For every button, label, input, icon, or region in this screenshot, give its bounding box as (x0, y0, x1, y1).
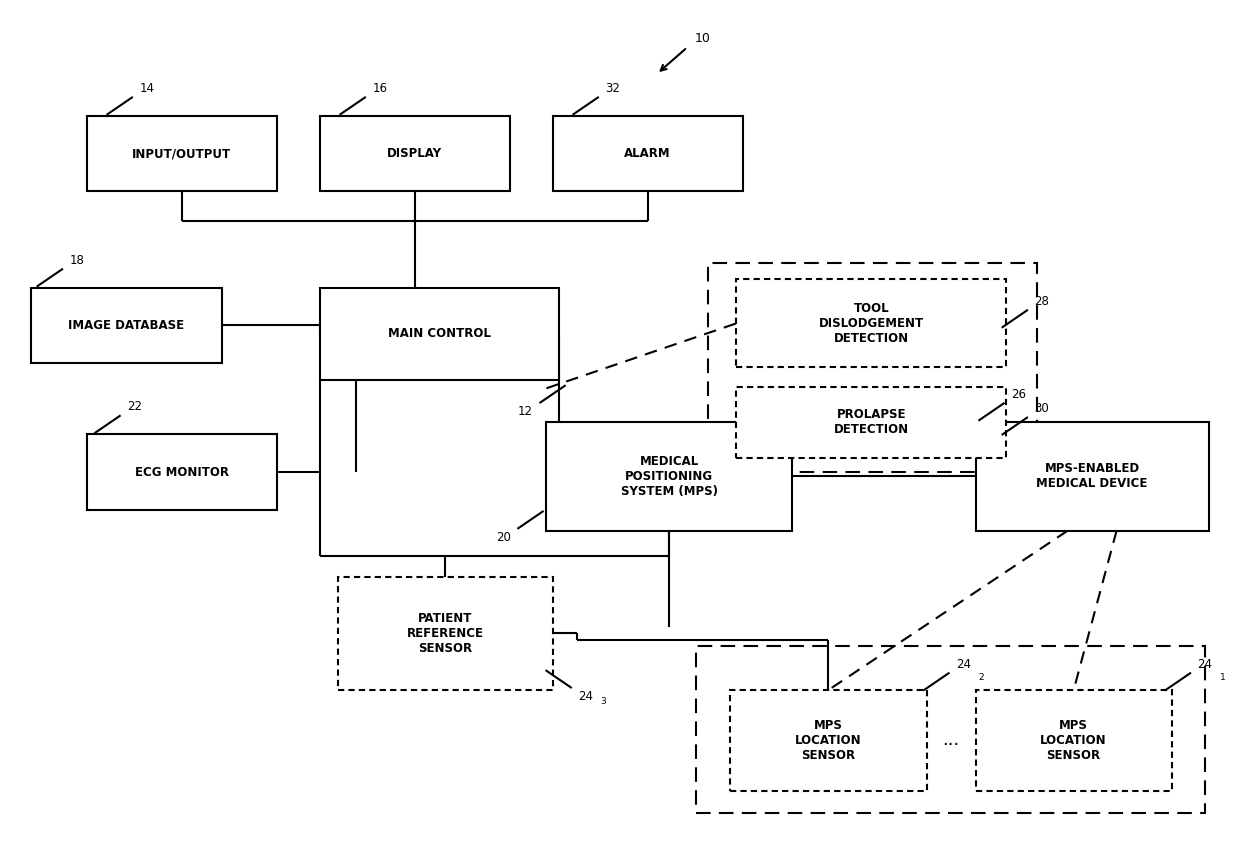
Text: ECG MONITOR: ECG MONITOR (135, 465, 228, 479)
Text: 16: 16 (372, 82, 387, 95)
Bar (737, 279, 1006, 367)
Text: DISPLAY: DISPLAY (387, 147, 443, 160)
Bar (320, 116, 510, 192)
Text: 24: 24 (578, 690, 593, 703)
Bar (730, 690, 926, 791)
Bar (737, 387, 1006, 458)
Text: MPS
LOCATION
SENSOR: MPS LOCATION SENSOR (795, 719, 862, 762)
Bar (976, 422, 1209, 531)
Text: 3: 3 (600, 697, 606, 705)
Bar (87, 116, 277, 192)
Text: 28: 28 (1034, 295, 1049, 308)
Bar (87, 435, 277, 509)
Text: 12: 12 (518, 405, 533, 418)
Bar (708, 262, 1037, 472)
Text: 14: 14 (139, 82, 154, 95)
Bar (339, 577, 553, 690)
Bar (547, 422, 791, 531)
Bar (976, 690, 1172, 791)
Text: 32: 32 (605, 82, 620, 95)
Text: PATIENT
REFERENCE
SENSOR: PATIENT REFERENCE SENSOR (407, 612, 484, 655)
Text: 10: 10 (694, 32, 711, 44)
Text: 30: 30 (1034, 402, 1049, 415)
Text: MEDICAL
POSITIONING
SYSTEM (MPS): MEDICAL POSITIONING SYSTEM (MPS) (620, 455, 718, 498)
Bar (320, 288, 559, 380)
Text: 22: 22 (128, 400, 143, 413)
Bar (31, 288, 222, 363)
Text: 18: 18 (69, 254, 84, 267)
Text: PROLAPSE
DETECTION: PROLAPSE DETECTION (833, 408, 909, 436)
Text: MAIN CONTROL: MAIN CONTROL (388, 327, 491, 340)
Text: MPS
LOCATION
SENSOR: MPS LOCATION SENSOR (1040, 719, 1107, 762)
Text: 24: 24 (1198, 658, 1213, 671)
Bar (553, 116, 743, 192)
Text: 24: 24 (956, 658, 971, 671)
Text: 1: 1 (1220, 673, 1225, 682)
Text: MPS-ENABLED
MEDICAL DEVICE: MPS-ENABLED MEDICAL DEVICE (1037, 463, 1148, 490)
Text: 20: 20 (496, 531, 511, 544)
Text: ALARM: ALARM (624, 147, 671, 160)
Text: TOOL
DISLODGEMENT
DETECTION: TOOL DISLODGEMENT DETECTION (818, 302, 924, 345)
Bar (696, 646, 1205, 813)
Text: 2: 2 (978, 673, 983, 682)
Text: 26: 26 (1011, 388, 1027, 400)
Text: IMAGE DATABASE: IMAGE DATABASE (68, 319, 185, 332)
Text: INPUT/OUTPUT: INPUT/OUTPUT (133, 147, 231, 160)
Text: ...: ... (942, 731, 960, 749)
